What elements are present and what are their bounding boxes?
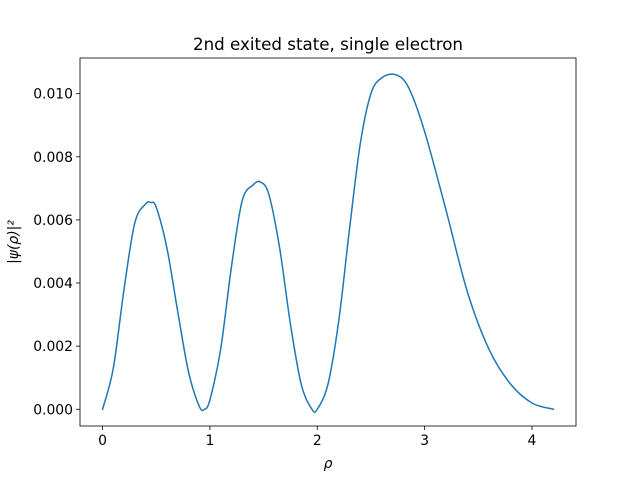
plot-area (79, 57, 577, 427)
x-tick-label: 0 (98, 433, 107, 449)
y-tick-label: 0.004 (33, 276, 73, 292)
x-axis: 0 1 2 3 4 (98, 426, 537, 449)
x-tick-label: 2 (313, 433, 322, 449)
y-tick-label: 0.006 (33, 213, 73, 229)
x-tick-label: 3 (420, 433, 429, 449)
y-axis: 0.000 0.002 0.004 0.006 0.008 0.010 (33, 87, 80, 418)
x-axis-label: ρ (324, 456, 333, 472)
y-tick-label: 0.010 (33, 87, 73, 103)
y-tick-label: 0.000 (33, 402, 73, 418)
y-axis-label: |ψ(ρ)|² (6, 220, 22, 264)
y-tick-label: 0.002 (33, 339, 73, 355)
x-tick-label: 4 (528, 433, 537, 449)
y-tick-label: 0.008 (33, 150, 73, 166)
chart-title: 2nd exited state, single electron (193, 34, 463, 54)
x-tick-label: 1 (205, 433, 214, 449)
series-line (101, 73, 555, 414)
